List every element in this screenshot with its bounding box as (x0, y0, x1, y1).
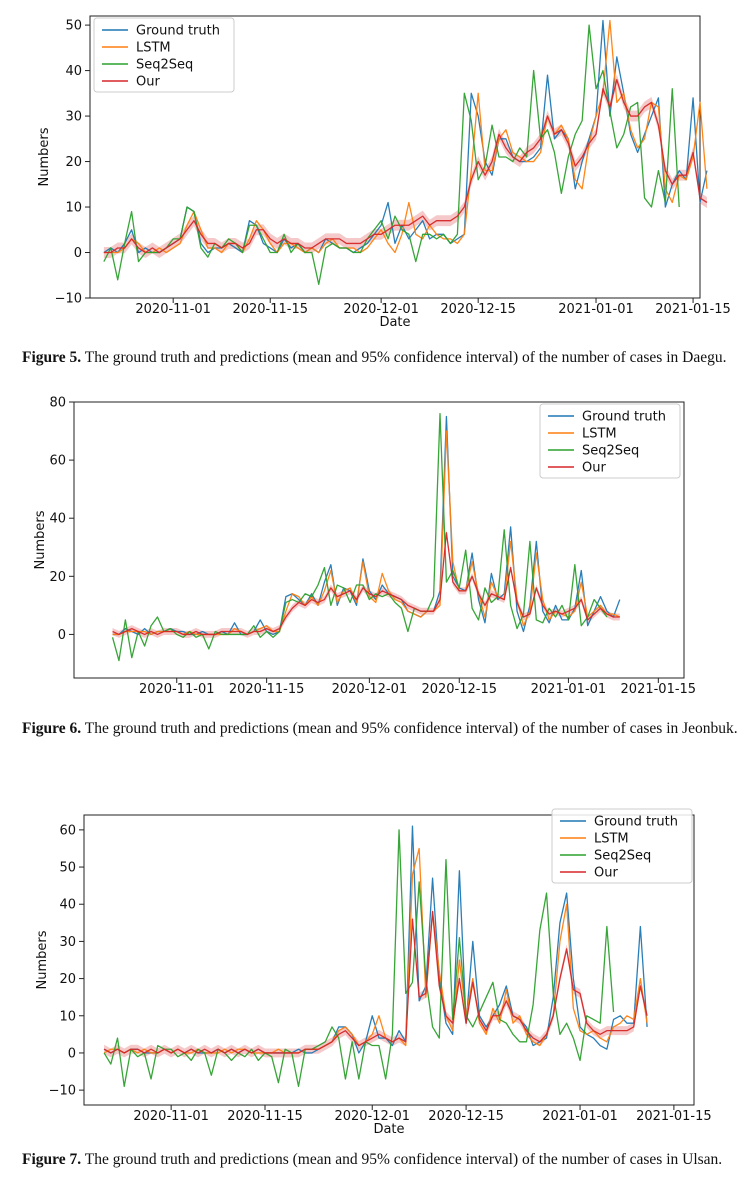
figure-7: −10 0 10 20 30 40 50 60 2020-11-01 2020-11-15 2020… (0, 785, 756, 1185)
y-tick-label: −10 (49, 1084, 76, 1099)
x-tick-label: 2020-11-01 (139, 682, 215, 697)
legend-label-seq2seq: Seq2Seq (582, 444, 639, 459)
y-axis-label: Numbers (35, 930, 50, 989)
legend: Ground truth LSTM Seq2Seq Our (93, 17, 235, 93)
x-tick-label: 2020-11-15 (229, 682, 305, 697)
chart-jeonbuk: 0 20 40 60 80 2020-11-01 2020-11-15 2020-12-01 2… (33, 396, 697, 698)
legend-label-lstm: LSTM (594, 832, 629, 847)
legend-label-our: Our (136, 75, 160, 90)
legend-box (539, 403, 681, 479)
plot-frame (89, 15, 701, 299)
figure-5: −10 0 10 20 30 40 50 2020-11-01 2020-11-15 2020-1… (0, 0, 756, 390)
y-tick-label: 30 (59, 935, 76, 950)
x-tick-label: 2020-12-01 (334, 1109, 410, 1124)
x-tick-label: 2020-12-15 (421, 682, 497, 697)
y-tick-label: 20 (49, 570, 66, 585)
legend-label-seq2seq: Seq2Seq (136, 58, 193, 73)
y-tick-label: 80 (49, 396, 66, 411)
y-tick-label: 40 (49, 512, 66, 527)
x-tick-label: 2021-01-15 (621, 682, 697, 697)
series-line-our (103, 911, 648, 1054)
x-tick-label: 2021-01-01 (558, 302, 634, 317)
y-tick-label: 20 (59, 972, 76, 987)
x-tick-label: 2020-11-15 (232, 302, 308, 317)
x-tick-label: 2020-12-15 (440, 302, 516, 317)
legend-label-lstm: LSTM (582, 427, 617, 442)
figure-7-caption: Figure 7. The ground truth and predictio… (22, 1147, 738, 1173)
chart-ulsan: −10 0 10 20 30 40 50 60 2020-11-01 2020-11-15 2020… (35, 808, 712, 1137)
x-tick-label: 2020-12-15 (428, 1109, 504, 1124)
y-tick-label: 50 (65, 19, 82, 34)
y-tick-label: −10 (55, 292, 82, 307)
y-axis-label: Numbers (33, 510, 48, 569)
figure-5-caption: Figure 5. The ground truth and predictio… (22, 345, 738, 371)
legend-label-ground-truth: Ground truth (582, 410, 666, 425)
y-tick-label: 10 (59, 1009, 76, 1024)
caption-text: The ground truth and predictions (mean a… (81, 720, 738, 737)
series-line-our (103, 79, 708, 254)
legend-box (93, 17, 235, 93)
y-tick-label: 0 (58, 628, 66, 643)
legend-label-ground-truth: Ground truth (594, 815, 678, 830)
caption-label: Figure 6. (22, 720, 82, 737)
caption-label: Figure 5. (22, 349, 82, 366)
legend: Ground truth LSTM Seq2Seq Our (539, 403, 681, 479)
y-tick-label: 0 (74, 246, 82, 261)
legend-label-seq2seq: Seq2Seq (594, 849, 651, 864)
figure-6-caption: Figure 6. The ground truth and predictio… (22, 716, 738, 742)
plot-frame (73, 401, 685, 679)
x-axis-label: Date (379, 315, 410, 330)
y-tick-label: 60 (49, 454, 66, 469)
legend-label-ground-truth: Ground truth (136, 24, 220, 39)
caption-text: The ground truth and predictions (mean a… (81, 1151, 723, 1168)
series-line-seq2seq (111, 412, 608, 662)
x-tick-label: 2021-01-01 (542, 1109, 618, 1124)
y-tick-label: 50 (59, 861, 76, 876)
legend-label-lstm: LSTM (136, 41, 171, 56)
legend-label-our: Our (582, 461, 606, 476)
y-axis-label: Numbers (37, 127, 52, 186)
legend-box (551, 808, 693, 884)
y-tick-label: 40 (65, 64, 82, 79)
x-tick-label: 2021-01-15 (636, 1109, 712, 1124)
our-confidence-band (104, 907, 648, 1058)
x-tick-label: 2020-11-15 (227, 1109, 303, 1124)
y-tick-label: 60 (59, 823, 76, 838)
caption-text: The ground truth and predictions (mean a… (81, 349, 727, 366)
x-axis-label: Date (373, 1122, 404, 1137)
x-tick-label: 2020-11-01 (135, 302, 211, 317)
chart-daegu: −10 0 10 20 30 40 50 2020-11-01 2020-11-15 2020-1… (37, 15, 731, 330)
y-tick-label: 40 (59, 898, 76, 913)
y-tick-label: 0 (68, 1046, 76, 1061)
x-tick-label: 2020-11-01 (133, 1109, 209, 1124)
series-line-seq2seq (103, 829, 615, 1088)
series-line-lstm (112, 430, 621, 636)
series-line-our (112, 532, 620, 636)
x-tick-label: 2020-12-01 (343, 302, 419, 317)
x-tick-label: 2020-12-01 (332, 682, 408, 697)
figure-6: 0 20 40 60 80 2020-11-01 2020-11-15 2020-12-01 2… (0, 390, 756, 785)
legend-label-our: Our (594, 866, 618, 881)
y-tick-label: 10 (65, 201, 82, 216)
y-tick-label: 30 (65, 110, 82, 125)
plot-frame (83, 814, 695, 1106)
x-tick-label: 2021-01-15 (655, 302, 731, 317)
y-tick-label: 20 (65, 155, 82, 170)
caption-label: Figure 7. (22, 1151, 82, 1168)
legend: Ground truth LSTM Seq2Seq Our (551, 808, 693, 884)
x-tick-label: 2021-01-01 (531, 682, 607, 697)
